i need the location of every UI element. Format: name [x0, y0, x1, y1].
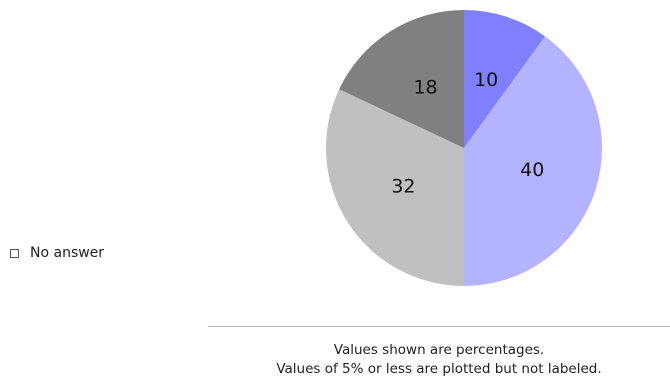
footer-divider [208, 326, 670, 327]
pie-slice-1 [464, 36, 602, 287]
pie-label-3: 18 [413, 76, 437, 98]
pie-slice-3 [339, 10, 464, 148]
pie-slices [326, 10, 602, 287]
pie-label-1: 40 [520, 159, 544, 181]
pie-label-2: 32 [391, 175, 415, 197]
footnote-percentages: Values shown are percentages. [333, 342, 545, 358]
pie-slice-0 [464, 10, 546, 148]
pie-labels: 10 40 32 18 [391, 69, 544, 198]
footnote-small-values: Values of 5% or less are plotted but not… [276, 361, 602, 377]
legend-label: No answer [30, 245, 105, 261]
legend-item-no-answer: No answer [10, 245, 104, 261]
pie-slice-2 [326, 89, 464, 286]
pie-label-0: 10 [474, 69, 498, 91]
legend-swatch [10, 248, 19, 258]
